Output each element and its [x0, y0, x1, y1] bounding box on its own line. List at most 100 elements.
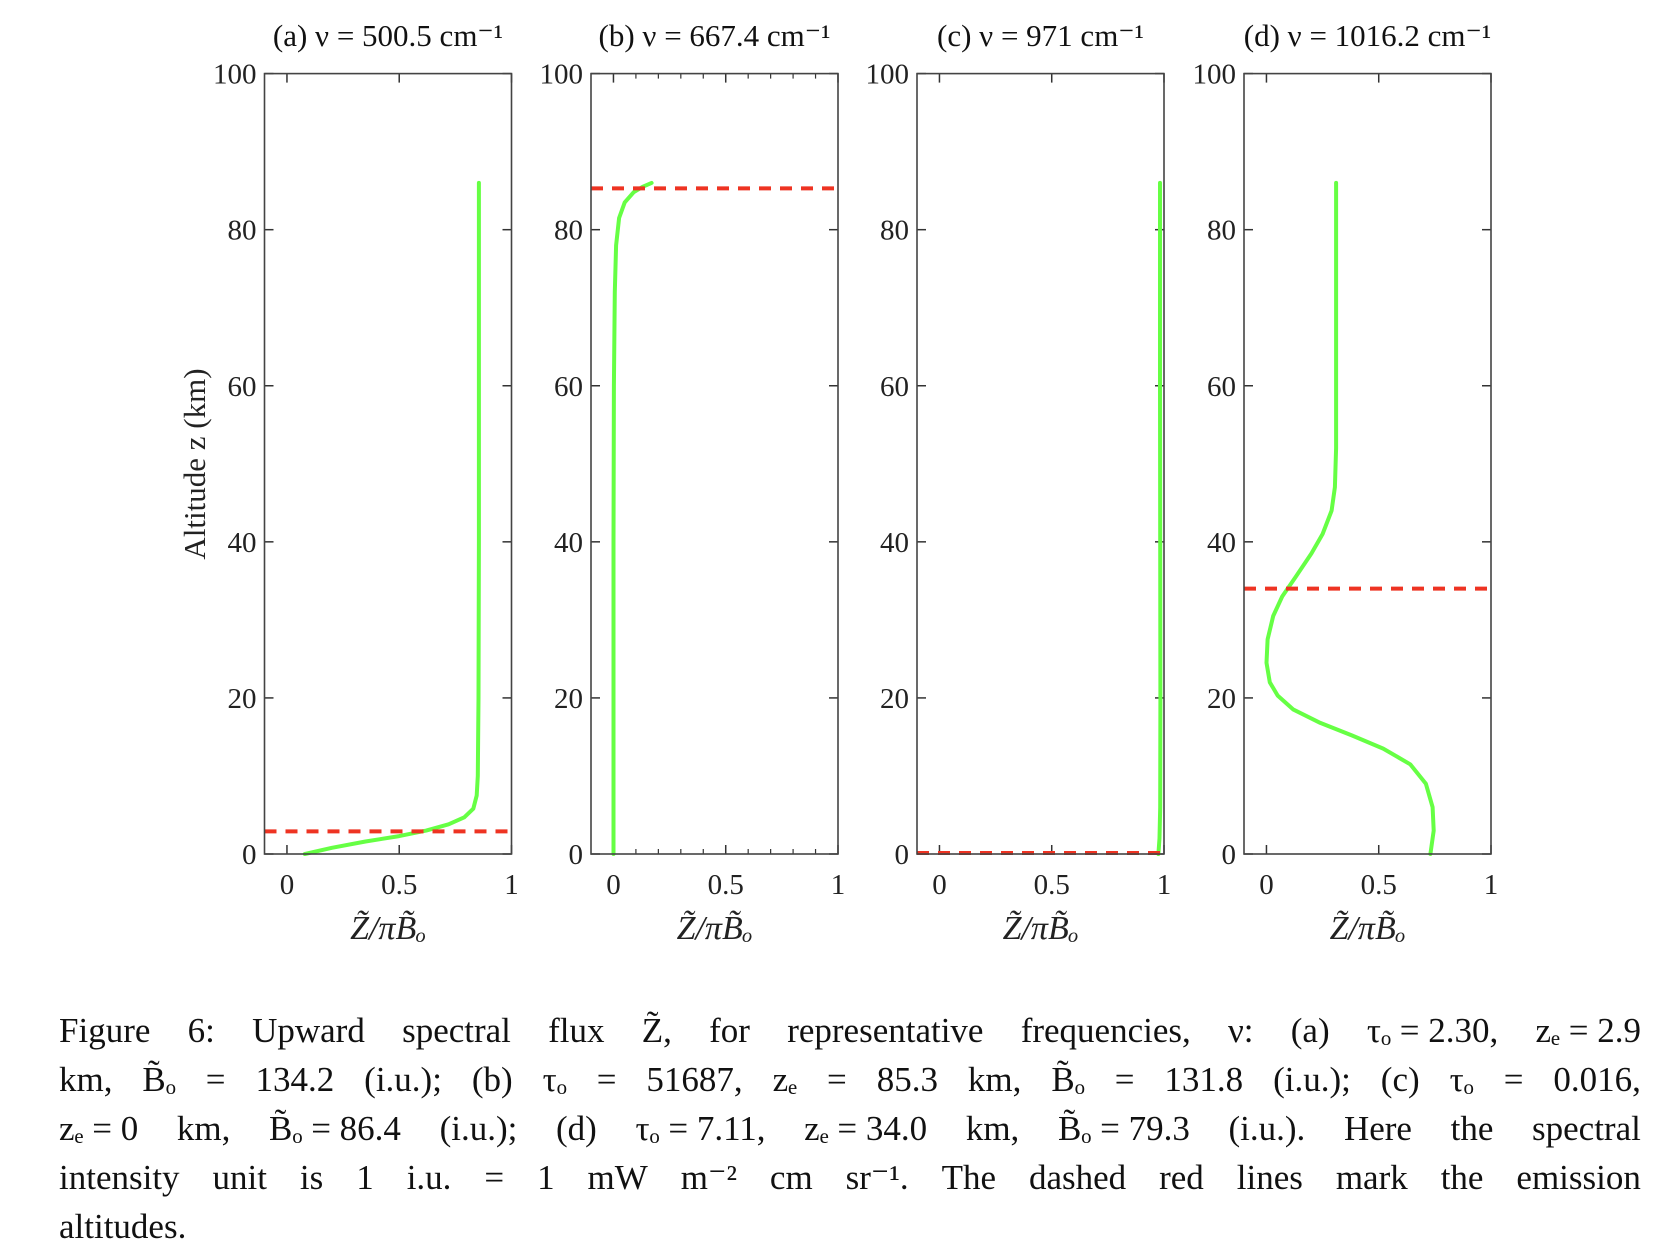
caption-word: τₒ — [1449, 1060, 1474, 1099]
caption-word: altitudes. — [59, 1207, 187, 1246]
caption-word: zₑ = 0 — [59, 1109, 139, 1148]
axes-frame — [1243, 72, 1492, 855]
x-tick-label: 0.5 — [708, 869, 744, 901]
y-tick-label: 20 — [554, 683, 583, 715]
y-tick-label: 40 — [880, 527, 909, 559]
caption-line: zₑ = 0 km, B̃ₒ = 86.4 (i.u.); (d) τₒ = 7.11, z… — [59, 1104, 1641, 1153]
figure-caption: Figure 6: Upward spectral flux Z̃, for represen… — [59, 1006, 1641, 1251]
y-tick-label: 40 — [228, 527, 257, 559]
caption-word: = — [1114, 1060, 1135, 1099]
caption-word: (i.u.). — [1228, 1109, 1306, 1148]
x-tick-label: 1 — [1484, 869, 1499, 901]
x-tick-label: 0 — [1259, 869, 1274, 901]
caption-word: τₒ = 7.11, — [635, 1109, 766, 1148]
caption-word: km, — [176, 1109, 231, 1148]
caption-word: 131.8 — [1164, 1060, 1244, 1099]
caption-word: cm — [769, 1158, 813, 1197]
caption-word: (a) — [1290, 1011, 1330, 1050]
caption-word: is — [299, 1158, 324, 1197]
caption-word: sr⁻¹. — [845, 1158, 909, 1197]
x-tick-label: 0.5 — [1034, 869, 1070, 901]
caption-word: (i.u.); — [439, 1109, 518, 1148]
x-tick-label: 0 — [932, 869, 947, 901]
caption-word: (b) — [471, 1060, 513, 1099]
x-axis-label: Z̃/πB̃ₒ — [350, 909, 426, 947]
axes-frame — [590, 72, 839, 855]
caption-word: flux — [548, 1011, 605, 1050]
x-tick-label: 1 — [831, 869, 846, 901]
caption-word: (c) — [1380, 1060, 1420, 1099]
caption-word: = — [205, 1060, 226, 1099]
caption-word: lines — [1236, 1158, 1303, 1197]
caption-word: mW — [587, 1158, 648, 1197]
caption-word: zₑ = 34.0 — [804, 1109, 928, 1148]
caption-word: the — [1440, 1158, 1484, 1197]
caption-word: = — [484, 1158, 505, 1197]
x-tick-label: 0.5 — [381, 869, 417, 901]
y-tick-label: 20 — [1207, 683, 1236, 715]
y-tick-label: 80 — [554, 215, 583, 247]
caption-word: intensity — [59, 1158, 180, 1197]
caption-line: intensity unit is 1 i.u. = 1 mW m⁻² cm sr⁻¹. The das… — [59, 1153, 1641, 1202]
caption-word: km, — [967, 1060, 1022, 1099]
caption-word: 6: — [187, 1011, 215, 1050]
y-tick-label: 60 — [1207, 371, 1236, 403]
caption-word: red — [1159, 1158, 1204, 1197]
caption-word: (d) — [555, 1109, 597, 1148]
caption-word: ν: — [1227, 1011, 1254, 1050]
caption-word: spectral — [1532, 1109, 1641, 1148]
caption-word: 1 — [356, 1158, 374, 1197]
panel-title: (a) ν = 500.5 cm⁻¹ — [273, 18, 503, 53]
caption-word: B̃ₒ — [142, 1060, 176, 1099]
panel-d: (d) ν = 1016.2 cm⁻¹ 0 0.5 1 0 20 40 60 80 100 Z̃/π… — [1193, 18, 1499, 947]
x-tick-label: 0 — [606, 869, 621, 901]
caption-word: the — [1450, 1109, 1494, 1148]
caption-line: km, B̃ₒ = 134.2 (i.u.); (b) τₒ = 51687, zₑ = 85.3 km… — [59, 1055, 1641, 1104]
panel-title: (d) ν = 1016.2 cm⁻¹ — [1244, 18, 1491, 53]
y-tick-label: 80 — [1207, 215, 1236, 247]
y-tick-label: 60 — [554, 371, 583, 403]
caption-word: τₒ — [542, 1060, 567, 1099]
caption-line: altitudes. — [59, 1202, 1641, 1251]
panel-a: (a) ν = 500.5 cm⁻¹ 0 0.5 1 0 20 40 60 80 100 Z̃/πB… — [213, 18, 519, 947]
y-tick-label: 100 — [213, 59, 257, 91]
x-axis-label: Z̃/πB̃ₒ — [1003, 909, 1079, 947]
caption-word: Upward — [252, 1011, 365, 1050]
caption-word: = — [827, 1060, 847, 1099]
y-tick-label: 20 — [880, 683, 909, 715]
x-tick-label: 0 — [280, 869, 295, 901]
flux-curve — [611, 180, 654, 856]
y-tick-label: 100 — [1193, 59, 1237, 91]
caption-word: mark — [1335, 1158, 1408, 1197]
figure-6: Altitude z (km) (a) ν = 500.5 cm⁻¹0 0.5 10… — [177, 18, 1499, 947]
caption-word: km, — [965, 1109, 1020, 1148]
caption-word: (i.u.); — [364, 1060, 442, 1099]
y-tick-label: 40 — [1207, 527, 1236, 559]
y-tick-label: 60 — [880, 371, 909, 403]
caption-word: dashed — [1028, 1158, 1127, 1197]
flux-curve — [302, 180, 481, 856]
panel-b: (b) ν = 667.4 cm⁻¹ 0 0.5 1 0 20 40 60 80 100 Z̃/πB… — [540, 18, 846, 947]
caption-word: = — [1503, 1060, 1524, 1099]
x-tick-label: 0.5 — [1361, 869, 1397, 901]
caption-word: zₑ = 2.9 — [1535, 1011, 1642, 1050]
y-tick-label: 0 — [569, 839, 584, 871]
flux-curve — [1156, 180, 1163, 856]
y-tick-label: 100 — [540, 59, 584, 91]
y-tick-label: 0 — [242, 839, 257, 871]
caption-word: representative — [787, 1011, 984, 1050]
caption-word: km, — [59, 1060, 113, 1099]
caption-word: = — [596, 1060, 617, 1099]
caption-word: 0.016, — [1553, 1060, 1641, 1099]
caption-word: frequencies, — [1020, 1011, 1191, 1050]
caption-word: 134.2 — [255, 1060, 335, 1099]
axes-frame — [916, 72, 1165, 855]
panel-title: (b) ν = 667.4 cm⁻¹ — [599, 18, 831, 53]
y-tick-label: 100 — [866, 59, 910, 91]
caption-word: i.u. — [406, 1158, 452, 1197]
panel-c: (c) ν = 971 cm⁻¹ 0 0.5 1 0 20 40 60 80 100 Z̃/πB̃ₒ — [866, 18, 1172, 947]
x-tick-label: 1 — [504, 869, 519, 901]
caption-word: 51687, — [646, 1060, 743, 1099]
caption-word: (i.u.); — [1273, 1060, 1351, 1099]
panel-title: (c) ν = 971 cm⁻¹ — [937, 18, 1144, 53]
